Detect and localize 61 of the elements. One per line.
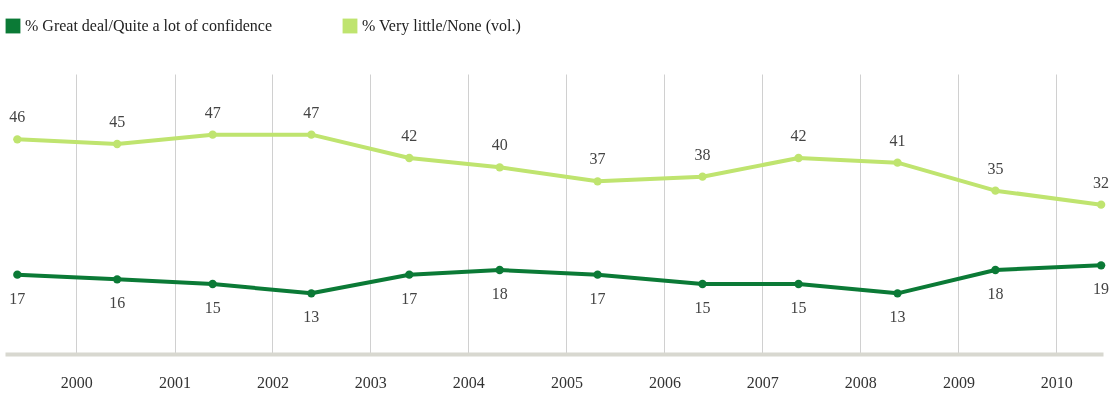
point xyxy=(405,270,414,279)
point xyxy=(13,270,22,279)
point xyxy=(208,130,217,139)
x-tick-label: 2004 xyxy=(452,373,485,391)
legend-label: % Great deal/Quite a lot of confidence xyxy=(25,17,272,34)
point xyxy=(991,186,1000,195)
data-label: 32 xyxy=(1093,173,1110,191)
point xyxy=(495,163,504,172)
data-label: 40 xyxy=(491,136,508,154)
point xyxy=(893,289,902,298)
data-label: 17 xyxy=(9,289,26,307)
x-tick-label: 2008 xyxy=(844,373,877,391)
data-label: 18 xyxy=(987,285,1004,302)
x-tick-label: 2005 xyxy=(550,373,583,391)
data-label: 17 xyxy=(589,289,606,307)
x-tick-label: 2010 xyxy=(1040,373,1073,391)
point xyxy=(13,135,22,144)
x-tick-label: 2009 xyxy=(942,373,975,391)
point xyxy=(307,130,316,139)
x-tick-label: 2007 xyxy=(746,373,779,391)
point xyxy=(794,279,803,289)
data-label: 13 xyxy=(889,308,906,326)
point xyxy=(1096,261,1106,270)
point xyxy=(698,279,707,289)
point xyxy=(698,172,707,181)
point xyxy=(794,153,803,163)
data-label: 37 xyxy=(589,150,606,168)
data-label: 35 xyxy=(987,159,1004,177)
data-label: 18 xyxy=(491,285,508,302)
point xyxy=(307,289,316,298)
data-label: 15 xyxy=(790,299,807,316)
data-label: 13 xyxy=(303,308,320,326)
point xyxy=(112,139,122,149)
point xyxy=(1096,200,1106,209)
data-label: 45 xyxy=(109,113,126,130)
data-label: 46 xyxy=(9,108,26,126)
data-label: 47 xyxy=(204,103,221,121)
point xyxy=(405,153,414,163)
data-label: 47 xyxy=(303,103,320,121)
x-tick-label: 2000 xyxy=(60,373,93,391)
point xyxy=(593,270,602,279)
data-label: 41 xyxy=(889,131,906,149)
x-tick-label: 2001 xyxy=(159,373,192,391)
data-label: 38 xyxy=(694,145,711,163)
point xyxy=(893,158,902,167)
x-tick-label: 2006 xyxy=(648,373,681,391)
data-label: 42 xyxy=(401,127,418,144)
data-label: 15 xyxy=(204,299,221,316)
point xyxy=(991,265,1000,275)
x-tick-label: 2002 xyxy=(256,373,289,391)
point xyxy=(208,279,217,289)
point xyxy=(495,265,504,275)
data-label: 16 xyxy=(109,294,126,312)
point xyxy=(593,177,602,186)
legend-label: % Very little/None (vol.) xyxy=(362,17,521,35)
data-label: 17 xyxy=(401,289,418,307)
data-label: 19 xyxy=(1093,280,1110,298)
data-label: 15 xyxy=(694,299,711,316)
point xyxy=(112,275,122,284)
x-tick-label: 2003 xyxy=(354,373,387,391)
data-label: 42 xyxy=(790,127,807,144)
